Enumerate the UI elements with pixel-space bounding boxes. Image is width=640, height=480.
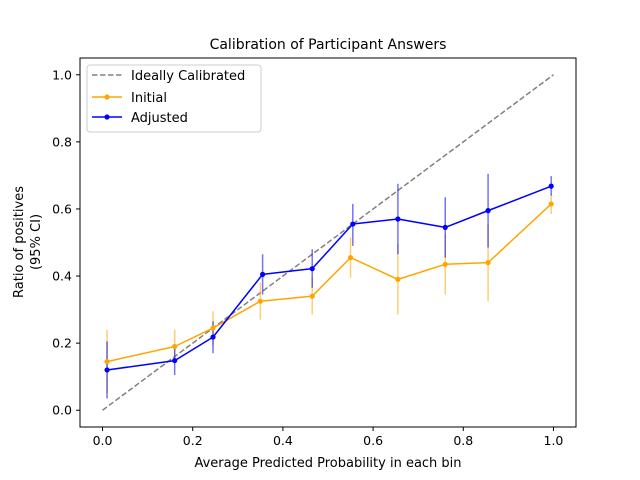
series-adjusted-point-4	[309, 266, 315, 272]
series-adjusted-point-1	[172, 357, 178, 364]
legend-adjusted-label: Adjusted	[131, 111, 188, 126]
y-axis-label-line-2: (95% CI)	[29, 214, 44, 270]
x-axis-label: Average Predicted Probability in each bi…	[194, 456, 461, 471]
series-initial-point-1	[172, 343, 178, 350]
legend-adjusted-marker	[104, 114, 110, 120]
series-adjusted-point-8	[485, 208, 491, 214]
series-initial-point-0	[104, 358, 110, 365]
series-initial-point-7	[442, 261, 448, 267]
x-tick-label-5: 1.0	[544, 433, 564, 448]
axes: 0.0 0.2 0.4 0.6 0.8 1.0 0.0 0.2 0.4 0.6 0.8 1.0	[52, 67, 563, 448]
series-adjusted-point-3	[260, 271, 266, 277]
ideal-calibration-line	[102, 74, 554, 411]
series-adjusted-point-5	[350, 221, 356, 227]
series-adjusted-point-2	[210, 334, 216, 340]
y-tick-label-3: 0.6	[52, 201, 72, 216]
y-tick-label-1: 0.2	[52, 336, 72, 351]
legend: Ideally Calibrated Initial Adjusted	[86, 64, 262, 133]
axes-frame	[79, 57, 577, 428]
series-initial-point-9	[548, 201, 554, 207]
legend-initial-label: Initial	[131, 91, 167, 106]
series-initial-point-2	[210, 325, 216, 331]
plot-area	[102, 74, 554, 411]
series-initial-line	[106, 203, 552, 363]
y-tick-label-4: 0.8	[52, 134, 72, 149]
series-adjusted-point-0	[104, 367, 110, 373]
series-initial-point-6	[395, 276, 401, 282]
y-axis-label-line-1: Ratio of positives	[12, 186, 27, 298]
series-adjusted-point-7	[442, 224, 448, 231]
x-tick-label-1: 0.2	[183, 433, 203, 448]
x-tick-label-0: 0.0	[93, 433, 113, 448]
y-axis-label: Ratio of positives (95% CI)	[12, 186, 44, 298]
y-tick-label-2: 0.4	[52, 269, 72, 284]
series-adjusted-point-6	[395, 216, 401, 222]
series-initial-point-8	[485, 260, 491, 266]
series-initial-point-3	[257, 298, 263, 304]
series-adjusted-point-9	[548, 183, 554, 189]
y-tick-label-0: 0.0	[52, 403, 72, 418]
legend-ideal-label: Ideally Calibrated	[131, 69, 245, 84]
series-initial-point-4	[309, 293, 315, 299]
series-initial-point-5	[347, 254, 354, 261]
chart-title: Calibration of Participant Answers	[210, 37, 447, 53]
x-tick-label-3: 0.6	[363, 433, 383, 448]
x-tick-label-2: 0.4	[273, 433, 293, 448]
y-tick-label-5: 1.0	[52, 67, 72, 82]
x-tick-label-4: 0.8	[453, 433, 473, 448]
series-adjusted-line	[106, 185, 552, 371]
legend-initial-marker	[104, 94, 110, 100]
legend-box	[86, 64, 262, 133]
